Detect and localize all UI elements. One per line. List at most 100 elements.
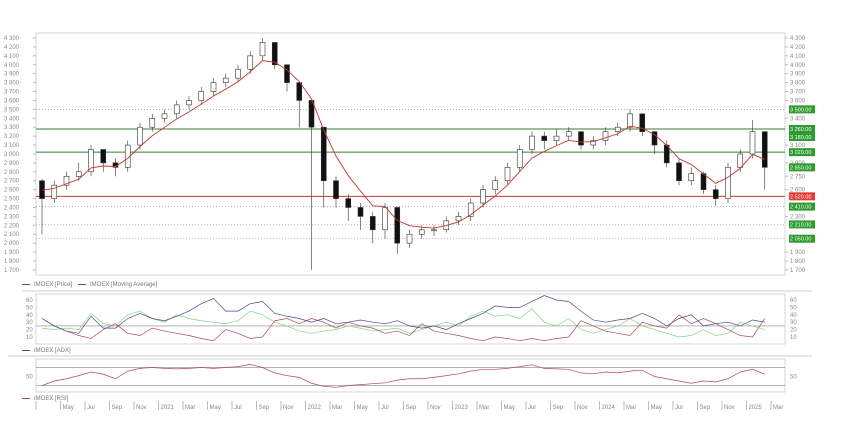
adx-tick-label-right: 10 (790, 335, 797, 341)
candle-body (737, 153, 744, 168)
candle-body (431, 229, 437, 232)
candle-body (627, 113, 633, 128)
candle-body (688, 173, 695, 182)
y-tick-label: 2 100 (4, 232, 20, 238)
y-tick-label: 1 700 (4, 268, 20, 274)
candle-body (149, 117, 156, 128)
x-tick-label: Jul (234, 405, 242, 411)
price-level-label: 2 410.00 (790, 205, 811, 211)
candle-body (173, 104, 180, 115)
legend-rsi: IMOEX [RSI] (22, 396, 68, 402)
y-tick-label-right: 2 600 (790, 188, 806, 194)
y-tick-label: 2 900 (4, 161, 20, 167)
x-tick-label: Mar (479, 405, 489, 411)
price-level-tag (789, 234, 815, 243)
legend-adx: IMOEX [ADX] (22, 348, 71, 354)
legend-price-label: IMOEX [Price] (34, 282, 73, 288)
candle-body (259, 42, 266, 57)
candle-body (235, 68, 241, 79)
x-tick-label: Sep (259, 405, 270, 411)
price-level-tag (789, 124, 815, 133)
x-tick-label: May (651, 405, 662, 411)
y-tick-label: 2 400 (4, 205, 20, 211)
x-tick-label: Jul (381, 405, 389, 411)
legend-swatch (22, 283, 30, 285)
candle-body (467, 202, 474, 217)
y-tick-label-right: 4 200 (790, 45, 806, 51)
x-tick-label: 2021 (161, 405, 175, 411)
y-tick-label: 2 200 (4, 223, 20, 229)
x-tick-label: Sep (406, 405, 417, 411)
x-tick-label: May (63, 405, 74, 411)
y-tick-label-right: 4 100 (790, 54, 806, 60)
candle-body (553, 135, 560, 141)
candle-body (529, 135, 535, 150)
candle-body (63, 175, 70, 186)
y-tick-label-right: 1 800 (790, 259, 806, 265)
x-tick-label: May (357, 405, 368, 411)
y-tick-label-right: 3 700 (790, 90, 806, 96)
rsi-tick-label-right: 50 (790, 375, 797, 381)
candle-body (761, 131, 768, 168)
candle-body (100, 149, 107, 164)
candle-body (308, 100, 315, 128)
rsi-tick-label: 50 (26, 375, 33, 381)
y-tick-label-right: 2 300 (790, 214, 806, 220)
y-tick-label: 3 900 (4, 72, 20, 78)
plus-di-line (41, 308, 765, 338)
y-tick-label: 2 500 (4, 197, 20, 203)
x-tick-label: Nov (283, 405, 294, 411)
x-tick-label: Jul (675, 405, 683, 411)
adx-tick-label-right: 30 (790, 320, 797, 326)
rsi-panel-frame (35, 358, 786, 393)
y-tick-label: 2 800 (4, 170, 20, 176)
price-level-label: 3 500.00 (790, 107, 811, 113)
x-tick-label: Mar (185, 405, 195, 411)
y-tick-label: 4 000 (4, 63, 20, 69)
x-tick-label: May (504, 405, 515, 411)
candle-body (161, 113, 168, 119)
y-tick-label-right: 4 000 (790, 63, 806, 69)
adx-tick-label-right: 60 (790, 298, 797, 304)
candle-body (357, 207, 364, 217)
adx-panel-frame (35, 293, 786, 345)
price-level-tag (789, 105, 815, 114)
y-tick-label-right: 1 700 (790, 268, 806, 274)
candle-body (186, 100, 192, 106)
y-tick-label: 3 700 (4, 90, 20, 96)
candle-body (137, 126, 143, 146)
price-level-label: 3 020.00 (790, 150, 811, 156)
candle-body (418, 229, 425, 235)
adx-tick-label-right: 20 (790, 328, 797, 334)
x-tick-label: Jul (87, 405, 95, 411)
candle-body (578, 131, 584, 146)
y-tick-label-right: 3 900 (790, 72, 806, 78)
x-tick-label: Mar (773, 405, 783, 411)
y-tick-label: 3 000 (4, 152, 20, 158)
legend-ma-label: IMOEX [Moving Average] (90, 282, 158, 288)
x-tick-label: Jul (528, 405, 536, 411)
x-tick-label: Mar (626, 405, 636, 411)
price-level-label: 3 260.00 (790, 127, 811, 133)
price-level-tag (789, 148, 815, 157)
x-tick-label: Sep (700, 405, 711, 411)
price-level-label: 2 210.00 (790, 222, 811, 228)
candle-body (749, 131, 756, 155)
candle-body (492, 180, 499, 190)
adx-tick-label: 50 (26, 305, 33, 311)
price-level-label: 2 850.00 (790, 165, 811, 171)
y-tick-label: 3 600 (4, 98, 20, 104)
x-tick-label: Sep (112, 405, 123, 411)
y-tick-label: 4 100 (4, 54, 20, 60)
x-tick-label: Nov (136, 405, 147, 411)
price-level-tag (789, 220, 815, 229)
candle-body (590, 140, 597, 146)
candle-body (676, 162, 682, 182)
price-level-tag (789, 133, 815, 142)
candle-body (284, 64, 290, 83)
x-tick-label: May (210, 405, 221, 411)
adx-tick-label-right: 40 (790, 313, 797, 319)
adx-tick-label-right: 50 (790, 305, 797, 311)
legend-price: IMOEX [Price] (22, 282, 72, 288)
